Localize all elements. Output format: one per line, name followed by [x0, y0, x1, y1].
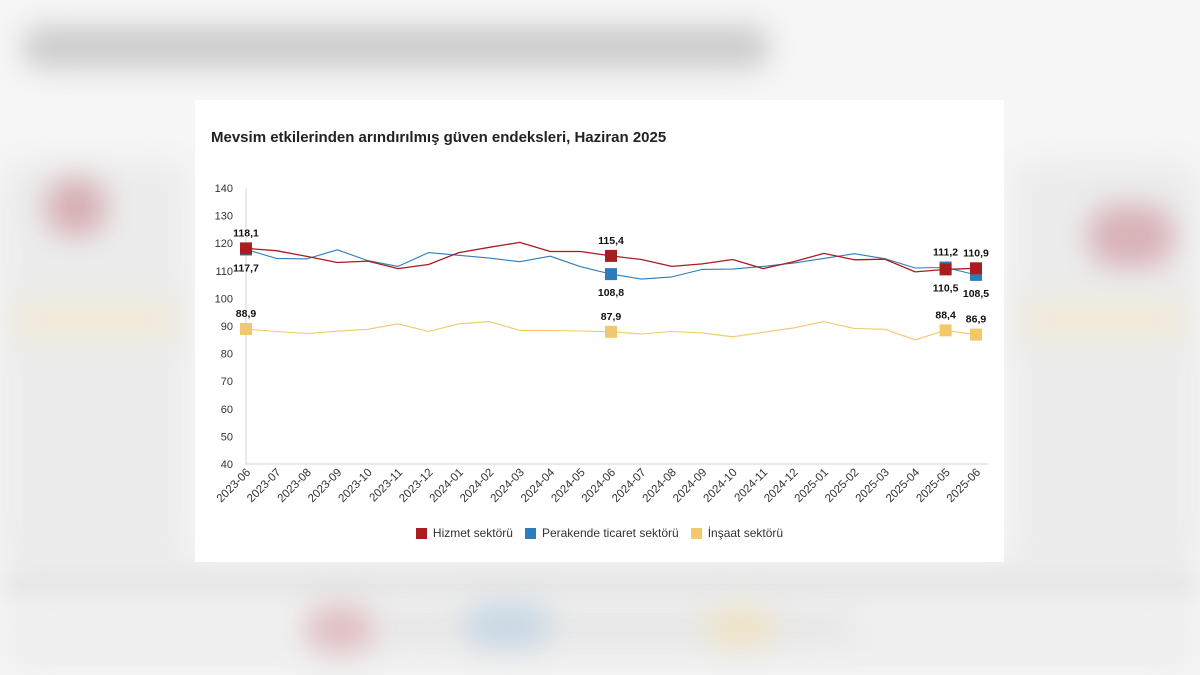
- marker-hizmet-sektoru-2023-06: [240, 242, 252, 255]
- marker-insaat-sektoru-2024-06: [605, 325, 617, 338]
- legend-item-insaat: İnşaat sektörü: [690, 526, 784, 540]
- data-label: 115,4: [598, 235, 624, 247]
- chart-card: Mevsim etkilerinden arındırılmış güven e…: [195, 100, 1004, 562]
- y-tick-label: 140: [215, 183, 233, 195]
- blurred-legend-yellow: [705, 607, 775, 647]
- marker-perakende-ticaret-sektoru-2024-06: [605, 268, 617, 281]
- data-label: 110,9: [963, 247, 989, 259]
- data-label: 117,7: [233, 263, 259, 275]
- y-tick-label: 120: [215, 238, 233, 250]
- data-label: 87,9: [601, 311, 622, 323]
- blurred-red-marker-right: [1088, 205, 1174, 267]
- blurred-yellow-band-left: [10, 300, 180, 340]
- data-label: 86,9: [966, 314, 987, 326]
- y-tick-label: 90: [221, 321, 233, 333]
- y-tick-label: 100: [215, 293, 233, 305]
- legend-label-insaat: İnşaat sektörü: [707, 526, 784, 540]
- line-chart: 4050607080901001101201301402023-062023-0…: [215, 183, 990, 505]
- y-tick-label: 110: [215, 266, 233, 278]
- blurred-yellow-band-right: [1020, 300, 1190, 340]
- data-label: 108,8: [598, 287, 624, 299]
- data-label: 108,5: [963, 288, 989, 300]
- marker-hizmet-sektoru-2024-06: [605, 249, 617, 262]
- data-label: 118,1: [233, 227, 259, 239]
- y-tick-label: 130: [215, 211, 233, 223]
- y-tick-label: 50: [221, 431, 233, 443]
- blurred-header-bar: [22, 26, 770, 68]
- x-tick-label: 2024-10: [701, 467, 739, 505]
- x-tick-label: 2023-10: [336, 467, 374, 505]
- data-label: 111,2: [933, 247, 958, 259]
- legend-item-hizmet: Hizmet sektörü: [415, 526, 513, 540]
- legend-swatch-insaat: [690, 527, 702, 539]
- legend-item-perakende: Perakende ticaret sektörü: [524, 526, 679, 540]
- legend-swatch-perakende: [524, 527, 536, 539]
- chart-legend: Hizmet sektörü Perakende ticaret sektörü…: [195, 526, 1004, 540]
- marker-insaat-sektoru-2025-05: [939, 324, 952, 337]
- marker-hizmet-sektoru-2025-05: [939, 263, 952, 276]
- data-label: 88,9: [236, 308, 257, 320]
- y-tick-label: 80: [221, 349, 233, 361]
- y-tick-label: 60: [221, 404, 233, 416]
- blurred-axis-band: [0, 565, 1200, 605]
- x-tick-label: 2025-06: [945, 467, 983, 505]
- legend-swatch-hizmet: [415, 527, 427, 539]
- y-tick-label: 70: [221, 376, 233, 388]
- legend-label-hizmet: Hizmet sektörü: [432, 526, 513, 540]
- y-tick-label: 40: [221, 459, 233, 471]
- data-label: 88,4: [935, 309, 956, 321]
- blurred-red-marker-left: [45, 178, 107, 236]
- data-label: 110,5: [933, 282, 959, 294]
- blurred-legend-text: [380, 615, 850, 637]
- chart-title: Mevsim etkilerinden arındırılmış güven e…: [211, 129, 667, 146]
- blurred-legend-blue: [465, 603, 550, 648]
- marker-insaat-sektoru-2023-06: [240, 323, 252, 335]
- marker-hizmet-sektoru-2025-06: [970, 262, 982, 275]
- legend-label-perakende: Perakende ticaret sektörü: [541, 526, 679, 540]
- blurred-legend-red: [305, 605, 375, 653]
- marker-insaat-sektoru-2025-06: [970, 328, 982, 341]
